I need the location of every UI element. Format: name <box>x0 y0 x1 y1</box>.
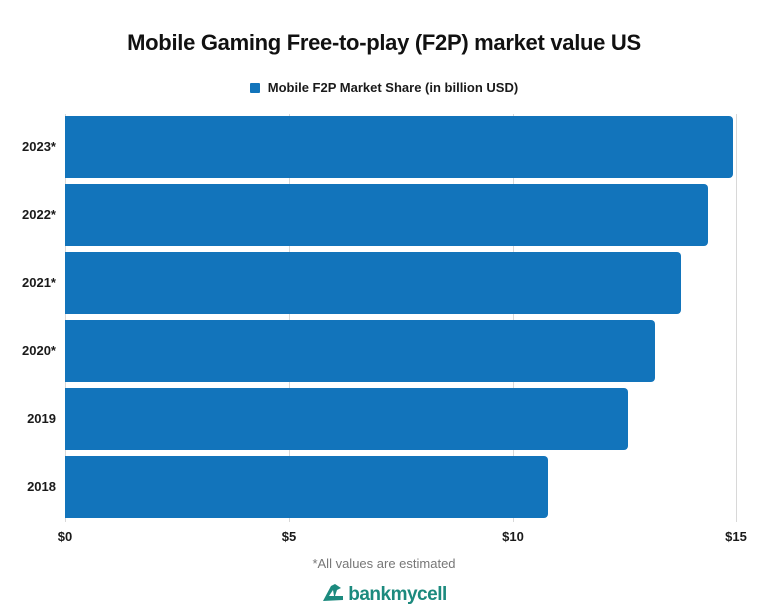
bankmycell-logo-icon <box>321 582 345 607</box>
bar-2023 <box>65 116 733 178</box>
gridline-10 <box>513 114 514 522</box>
footnote: *All values are estimated <box>312 556 456 571</box>
y-label-2023: 2023* <box>22 139 56 154</box>
bar-2018 <box>65 456 549 518</box>
x-tick-10: $10 <box>502 529 524 544</box>
bar-2020 <box>65 320 656 382</box>
brand-logo: bankmycell <box>0 582 768 607</box>
bar-2022 <box>65 184 709 246</box>
y-label-2018: 2018 <box>27 479 56 494</box>
bar-2021 <box>65 252 681 314</box>
plot-area <box>65 114 737 522</box>
bar-2019 <box>65 388 629 450</box>
gridline-15 <box>736 114 737 522</box>
legend-swatch-icon <box>249 82 260 93</box>
chart-title: Mobile Gaming Free-to-play (F2P) market … <box>127 30 641 55</box>
gridline-5 <box>289 114 290 522</box>
x-tick-15: $15 <box>725 529 747 544</box>
x-tick-0: $0 <box>57 529 73 544</box>
y-label-2020: 2020* <box>22 343 56 358</box>
y-label-2022: 2022* <box>22 207 56 222</box>
y-label-2021: 2021* <box>22 275 56 290</box>
legend: Mobile F2P Market Share (in billion USD) <box>0 80 768 95</box>
y-label-2019: 2019 <box>27 411 56 426</box>
gridline-0 <box>65 114 66 522</box>
logo-text: bankmycell <box>348 583 447 605</box>
x-tick-5: $5 <box>281 529 297 544</box>
legend-label: Mobile F2P Market Share (in billion USD) <box>267 80 519 95</box>
